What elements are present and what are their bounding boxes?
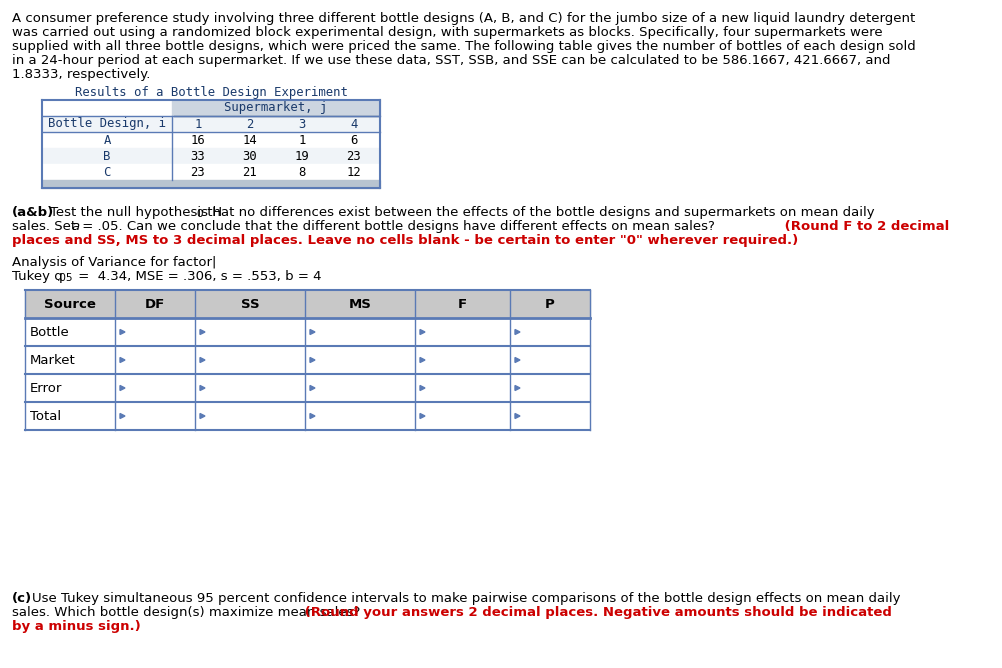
Text: Use Tukey simultaneous 95 percent confidence intervals to make pairwise comparis: Use Tukey simultaneous 95 percent confid…	[32, 592, 900, 605]
Text: 0: 0	[195, 209, 202, 219]
Text: F: F	[458, 297, 467, 311]
Polygon shape	[514, 413, 519, 418]
Text: 19: 19	[295, 150, 309, 162]
Polygon shape	[120, 357, 125, 363]
Polygon shape	[310, 329, 315, 335]
Bar	[171, 100, 380, 116]
Text: 23: 23	[190, 166, 205, 178]
Text: Analysis of Variance for factor|: Analysis of Variance for factor|	[12, 256, 216, 269]
Text: = .05. Can we conclude that the different bottle designs have different effects : = .05. Can we conclude that the differen…	[78, 220, 714, 233]
Text: SS: SS	[240, 297, 260, 311]
Text: (a&b): (a&b)	[12, 206, 54, 219]
Polygon shape	[514, 329, 519, 335]
Text: Bottle Design, i: Bottle Design, i	[48, 118, 166, 130]
Polygon shape	[420, 357, 425, 363]
Polygon shape	[420, 385, 425, 391]
Text: sales. Set: sales. Set	[12, 220, 80, 233]
Text: places and SS, MS to 3 decimal places. Leave no cells blank - be certain to ente: places and SS, MS to 3 decimal places. L…	[12, 234, 798, 247]
Text: 21: 21	[242, 166, 258, 178]
Polygon shape	[199, 329, 204, 335]
Text: a: a	[71, 220, 79, 233]
Polygon shape	[120, 385, 125, 391]
Bar	[25, 290, 589, 318]
Polygon shape	[514, 357, 519, 363]
Text: B: B	[103, 150, 110, 162]
Polygon shape	[199, 385, 204, 391]
Text: Bottle: Bottle	[30, 325, 70, 339]
Bar	[42, 116, 380, 132]
Text: Test the null hypothesis H: Test the null hypothesis H	[50, 206, 221, 219]
Polygon shape	[514, 385, 519, 391]
Text: Results of a Bottle Design Experiment: Results of a Bottle Design Experiment	[74, 86, 347, 99]
Text: 12: 12	[347, 166, 361, 178]
Text: P: P	[544, 297, 554, 311]
Text: (c): (c)	[12, 592, 32, 605]
Polygon shape	[310, 385, 315, 391]
Text: 4: 4	[350, 118, 358, 130]
Text: Tukey q: Tukey q	[12, 270, 63, 283]
Text: in a 24-hour period at each supermarket. If we use these data, SST, SSB, and SSE: in a 24-hour period at each supermarket.…	[12, 54, 890, 67]
Text: 14: 14	[242, 134, 258, 146]
Polygon shape	[199, 413, 204, 418]
Text: Source: Source	[44, 297, 96, 311]
Text: A consumer preference study involving three different bottle designs (A, B, and : A consumer preference study involving th…	[12, 12, 915, 25]
Text: supplied with all three bottle designs, which were priced the same. The followin: supplied with all three bottle designs, …	[12, 40, 915, 53]
Bar	[42, 148, 380, 164]
Text: 2: 2	[246, 118, 254, 130]
Bar	[25, 374, 589, 402]
Text: Market: Market	[30, 353, 76, 367]
Text: 8: 8	[298, 166, 306, 178]
Bar	[25, 318, 589, 346]
Text: 23: 23	[347, 150, 361, 162]
Bar	[42, 132, 380, 148]
Text: A: A	[103, 134, 110, 146]
Text: was carried out using a randomized block experimental design, with supermarkets : was carried out using a randomized block…	[12, 26, 882, 39]
Polygon shape	[310, 413, 315, 418]
Text: .05: .05	[57, 273, 73, 283]
Text: 1.8333, respectively.: 1.8333, respectively.	[12, 68, 150, 81]
Text: by a minus sign.): by a minus sign.)	[12, 620, 140, 633]
Polygon shape	[199, 357, 204, 363]
Text: =  4.34, MSE = .306, s = .553, b = 4: = 4.34, MSE = .306, s = .553, b = 4	[74, 270, 322, 283]
Text: (Round F to 2 decimal: (Round F to 2 decimal	[780, 220, 948, 233]
Text: Total: Total	[30, 409, 61, 422]
Text: Error: Error	[30, 381, 62, 395]
Polygon shape	[120, 413, 125, 418]
Text: MS: MS	[349, 297, 371, 311]
Text: 16: 16	[190, 134, 205, 146]
Bar	[25, 402, 589, 430]
Text: sales. Which bottle design(s) maximize mean sales?: sales. Which bottle design(s) maximize m…	[12, 606, 360, 619]
Text: 3: 3	[298, 118, 306, 130]
Polygon shape	[420, 329, 425, 335]
Text: 6: 6	[350, 134, 358, 146]
Bar	[42, 164, 380, 180]
Polygon shape	[120, 329, 125, 335]
Text: (Round your answers 2 decimal places. Negative amounts should be indicated: (Round your answers 2 decimal places. Ne…	[300, 606, 891, 619]
Text: 33: 33	[190, 150, 205, 162]
Polygon shape	[420, 413, 425, 418]
Text: 1: 1	[194, 118, 201, 130]
Polygon shape	[310, 357, 315, 363]
Text: C: C	[103, 166, 110, 178]
Text: that no differences exist between the effects of the bottle designs and supermar: that no differences exist between the ef…	[202, 206, 874, 219]
Text: DF: DF	[144, 297, 165, 311]
Bar	[42, 180, 380, 188]
Text: 30: 30	[242, 150, 258, 162]
Text: 1: 1	[298, 134, 306, 146]
Text: Supermarket, j: Supermarket, j	[224, 102, 328, 114]
Bar	[25, 346, 589, 374]
